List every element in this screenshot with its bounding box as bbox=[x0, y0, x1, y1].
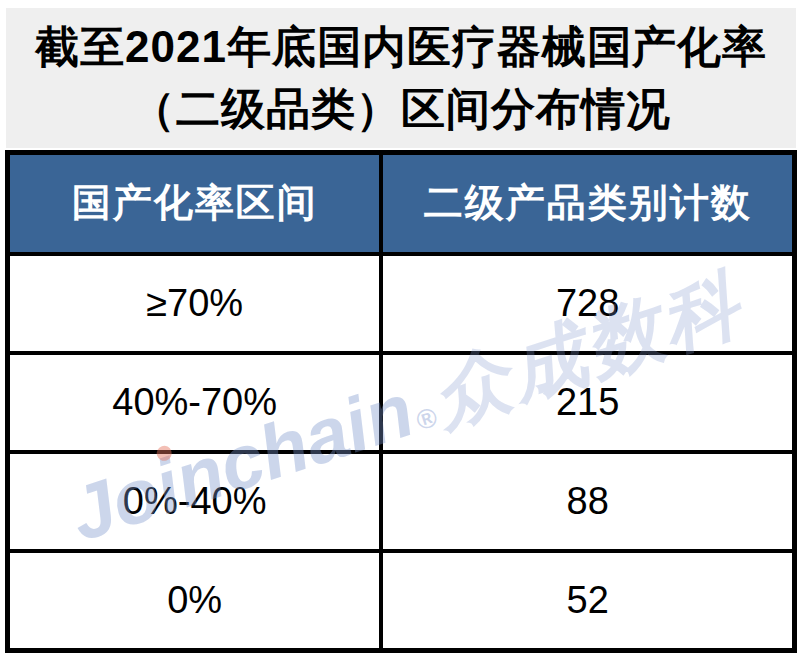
table-row: ≥70% 728 bbox=[8, 254, 795, 353]
table-row: 0%-40% 88 bbox=[8, 452, 795, 551]
table-row: 40%-70% 215 bbox=[8, 353, 795, 452]
category-count-cell: 215 bbox=[381, 353, 794, 452]
table-row: 0% 52 bbox=[8, 551, 795, 650]
page: 截至2021年底国内医疗器械国产化率 （二级品类）区间分布情况 国产化率区间 二… bbox=[0, 0, 804, 658]
title-line-2: （二级品类）区间分布情况 bbox=[131, 78, 671, 140]
category-count-cell: 88 bbox=[381, 452, 794, 551]
table-header-row: 国产化率区间 二级产品类别计数 bbox=[8, 153, 795, 254]
page-title: 截至2021年底国内医疗器械国产化率 （二级品类）区间分布情况 bbox=[6, 8, 796, 148]
domestication-rate-table: 国产化率区间 二级产品类别计数 ≥70% 728 40%-70% 215 0%-… bbox=[5, 150, 797, 653]
category-count-cell: 52 bbox=[381, 551, 794, 650]
title-line-1: 截至2021年底国内医疗器械国产化率 bbox=[35, 16, 767, 78]
rate-range-cell: 0%-40% bbox=[8, 452, 382, 551]
rate-range-cell: 40%-70% bbox=[8, 353, 382, 452]
category-count-cell: 728 bbox=[381, 254, 794, 353]
rate-range-cell: 0% bbox=[8, 551, 382, 650]
header-cell-category-count: 二级产品类别计数 bbox=[381, 153, 794, 254]
header-cell-rate-range: 国产化率区间 bbox=[8, 153, 382, 254]
rate-range-cell: ≥70% bbox=[8, 254, 382, 353]
